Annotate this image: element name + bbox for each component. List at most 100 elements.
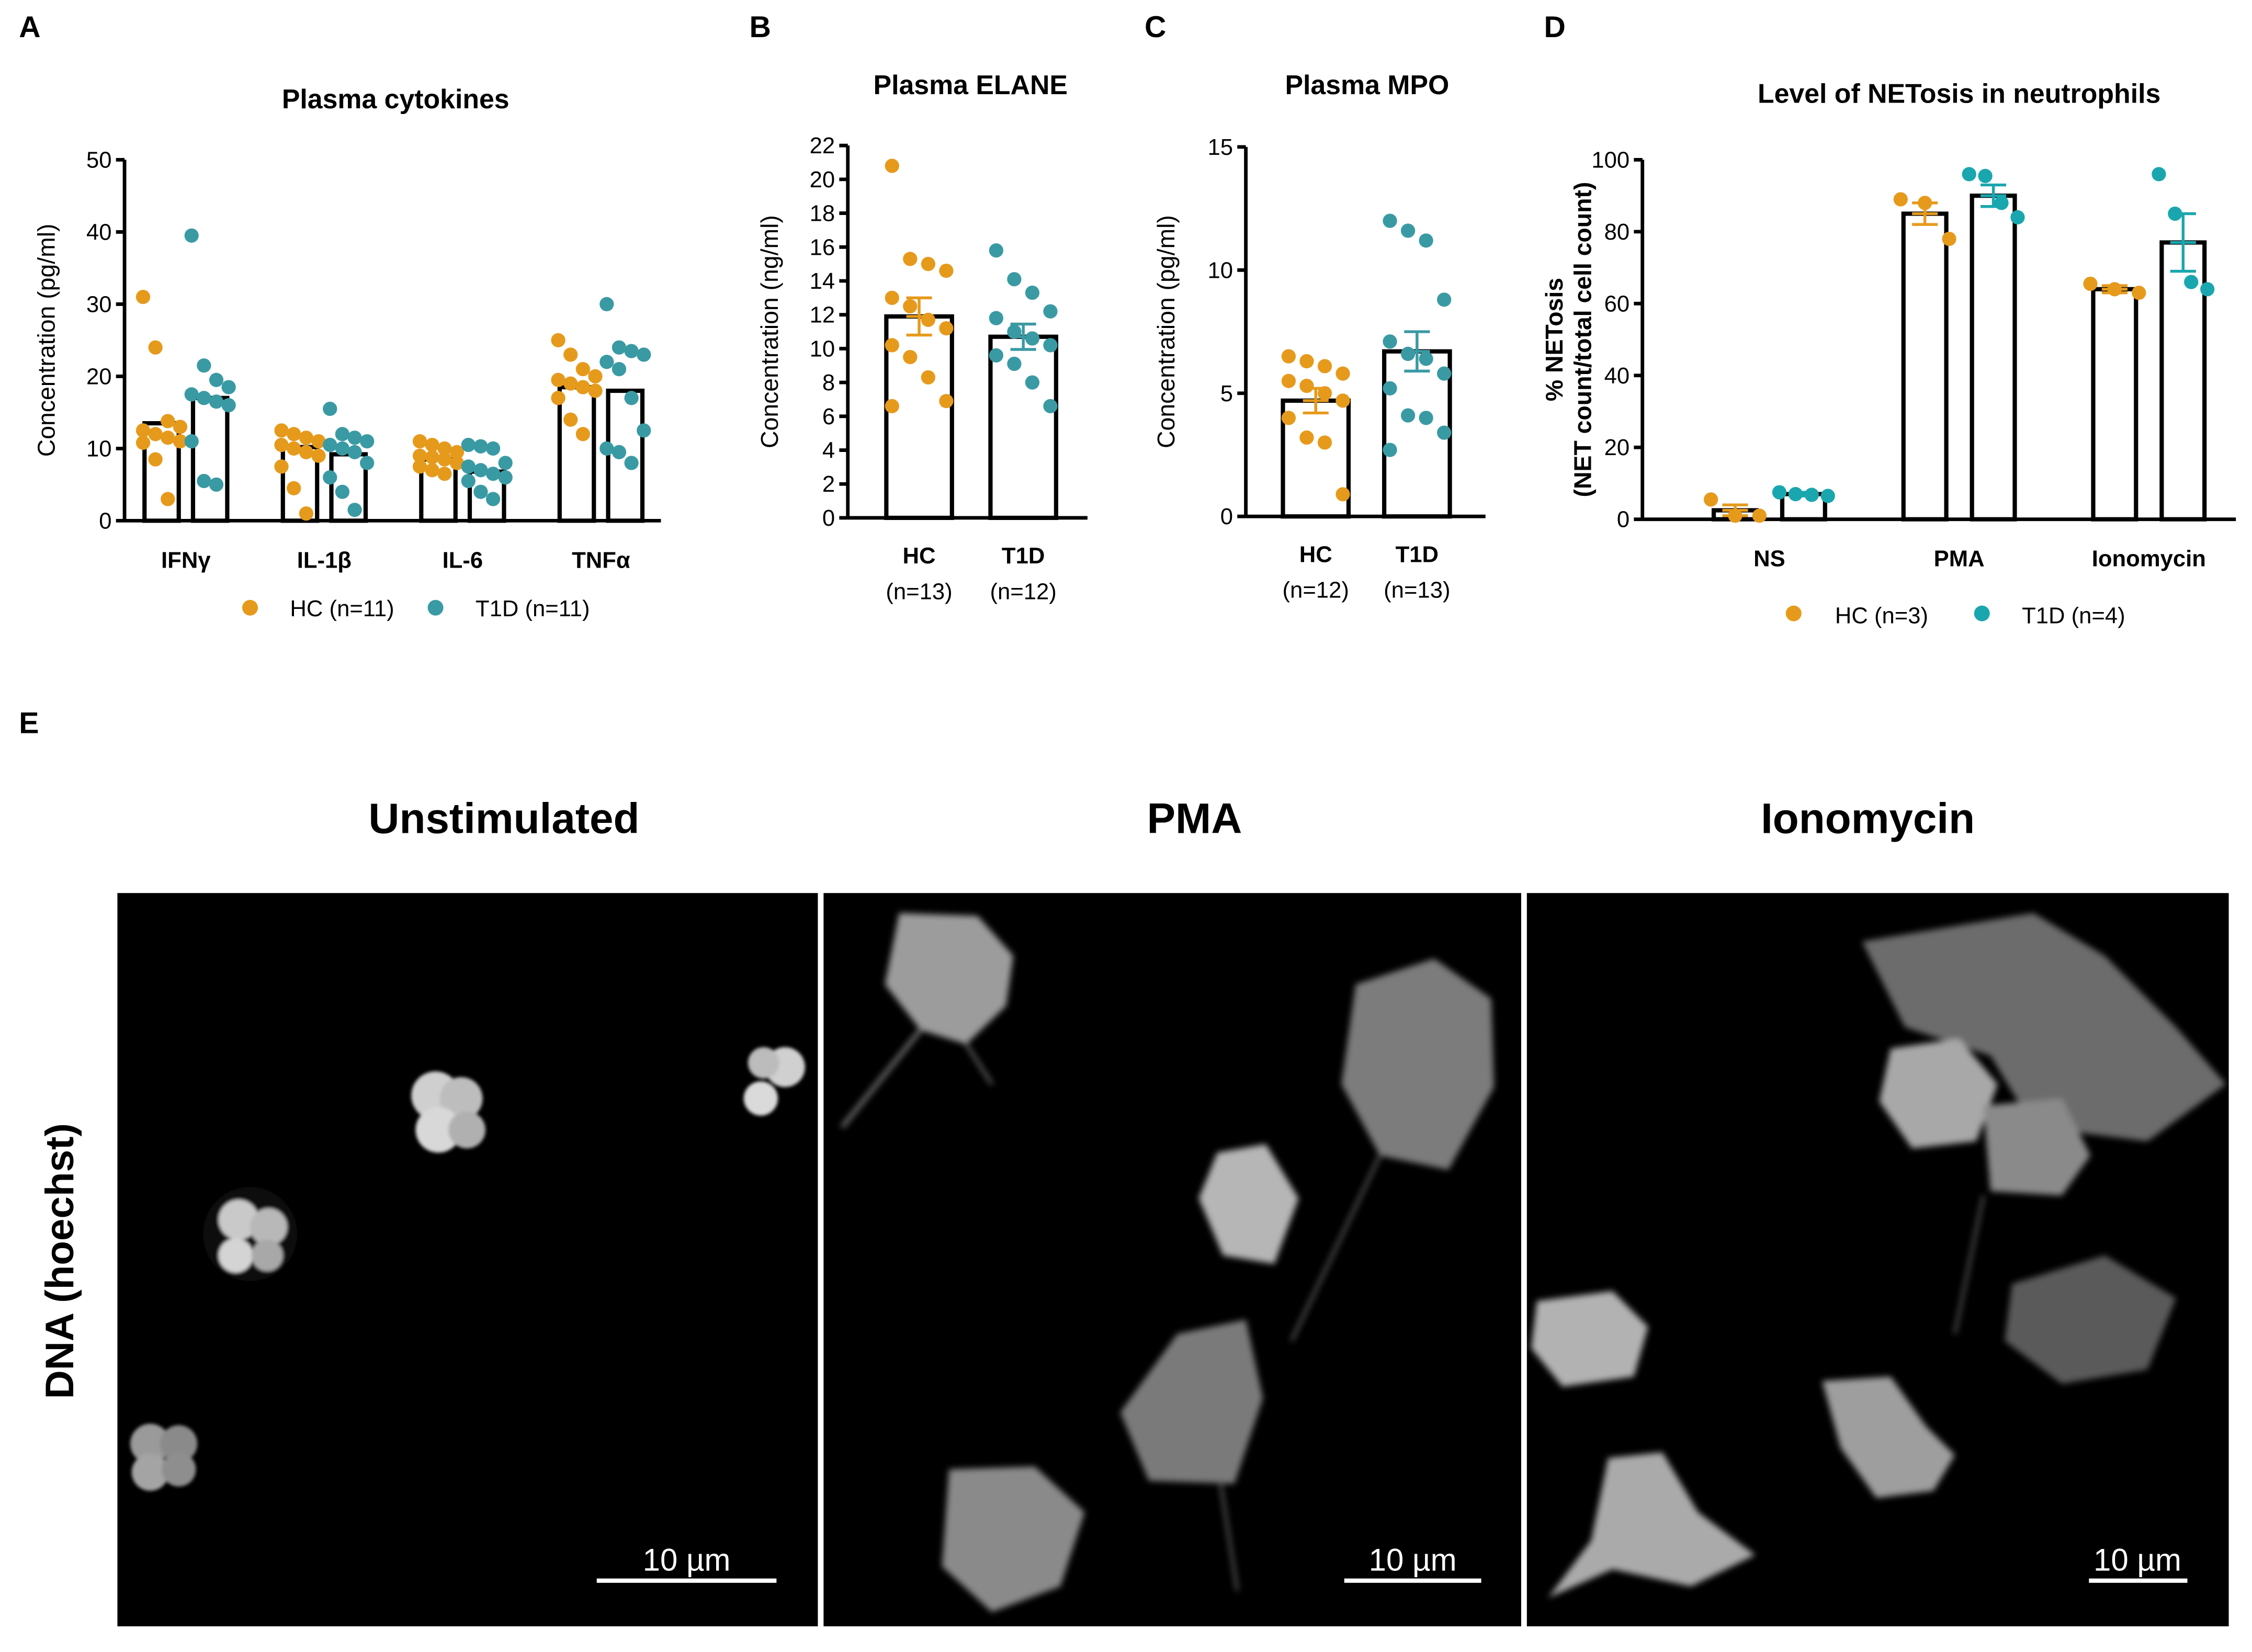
point-a-1-2 [473,439,488,454]
point-b-1 [989,311,1003,325]
point-a-0-3 [588,383,603,398]
point-c-0 [1281,374,1296,388]
nucleus-4 [130,1423,198,1491]
point-c-1 [1437,292,1452,307]
point-a-1-3 [637,347,651,362]
panel-label-e: E [19,707,39,740]
point-a-0-1 [299,506,313,521]
y-tick-label-d: 20 [1604,435,1630,460]
y-tick-label-b: 20 [810,167,835,193]
y-tick-label-d: 40 [1604,364,1630,389]
y-tick-label-d: 80 [1604,220,1630,245]
net-strand-1 [840,1028,922,1128]
point-a-0-3 [575,380,591,394]
y-axis-label-a: Concentration (pg/ml) [32,224,60,457]
n-label-b: (n=12) [990,579,1056,604]
legend-a-hc-label: HC (n=11) [290,596,394,621]
point-b-1 [989,348,1003,363]
iono-cell-2 [1983,1098,2091,1196]
y-tick-label-d: 0 [1617,507,1629,533]
point-a-0-3 [551,372,565,387]
iono-cell-4 [1822,1376,1955,1498]
point-a-1-3 [599,441,614,456]
point-a-1-1 [360,434,375,449]
category-label-c: T1D [1396,542,1439,567]
point-b-1 [1025,331,1040,346]
point-c-1 [1400,223,1416,238]
y-tick-label-c: 5 [1220,381,1233,406]
legend-d-hc-marker [1785,605,1802,621]
point-a-1-2 [461,459,476,474]
bar-a-0-3 [557,385,596,523]
point-a-0-2 [412,459,427,474]
point-a-1-0 [209,394,224,409]
scale-label-ionomycin: 10 µm [2093,1543,2181,1578]
category-label-a: IL-6 [443,548,483,573]
point-a-1-0 [221,398,236,413]
panel-label-d: D [1544,10,1566,44]
point-a-1-0 [221,380,236,394]
point-a-0-0 [135,423,151,438]
y-tick-label-a: 0 [99,508,111,534]
point-c-0 [1281,411,1296,425]
point-a-0-2 [412,448,427,463]
point-d-1-2 [2168,206,2182,221]
point-a-0-3 [551,333,565,348]
y-tick-label-b: 10 [810,336,835,361]
point-a-0-2 [425,437,439,452]
net-strand-4 [1218,1480,1239,1591]
iono-cell-3 [1531,1291,1648,1387]
point-c-0 [1281,349,1296,364]
nucleus-1 [203,1186,298,1281]
point-c-1 [1383,381,1397,395]
point-a-0-3 [563,412,578,427]
bar-d-1-1 [1970,194,2017,522]
point-b-1 [1043,338,1058,353]
point-c-1 [1383,213,1397,228]
point-c-0 [1299,354,1314,369]
point-c-1 [1419,352,1433,366]
point-d-1-2 [2200,282,2215,297]
point-d-0-2 [2083,276,2098,291]
point-a-0-3 [551,391,565,405]
point-d-0-2 [2107,282,2122,297]
point-a-0-0 [173,434,188,449]
chart-b: 0 2 4 6 8 10 12 14 16 18 20 22 Concentration (ng/ml)… [756,133,1088,604]
point-a-0-2 [425,463,439,478]
net-cell-4 [1120,1319,1263,1484]
point-c-0 [1336,393,1350,408]
y-axis-label-d: % NETosis [1541,278,1568,401]
point-a-0-0 [161,492,175,506]
point-d-0-0 [1728,508,1742,523]
point-d-0-2 [2132,286,2146,300]
point-c-1 [1419,411,1433,425]
point-d-1-1 [1994,196,2009,210]
category-label-d: NS [1753,547,1785,572]
bar-a-1-0 [190,395,230,523]
point-c-0 [1336,366,1350,381]
category-label-a: IL-1β [297,548,352,573]
point-c-0 [1317,359,1332,374]
point-b-1 [1043,304,1058,319]
point-a-0-0 [161,431,175,445]
point-a-0-1 [311,448,326,463]
point-b-1 [1025,286,1040,300]
point-a-1-1 [323,401,337,416]
scale-label-unstimulated: 10 µm [643,1543,731,1578]
category-label-d: Ionomycin [2092,547,2206,572]
point-a-0-0 [148,427,163,442]
legend-a: HC (n=11) T1D (n=11) [242,596,590,621]
y-tick-label-b: 12 [810,303,835,328]
net-cell-2 [1341,958,1495,1170]
point-a-0-2 [449,456,465,470]
point-a-1-1 [347,431,362,445]
point-b-0 [903,252,918,266]
bar-d-1-2 [2159,240,2207,522]
point-b-0 [921,312,935,327]
category-label-c: HC [1299,542,1332,567]
point-a-0-1 [311,434,326,449]
point-b-0 [885,159,899,173]
panel-label-a: A [19,10,40,44]
iono-spread-1 [1862,913,2226,1141]
